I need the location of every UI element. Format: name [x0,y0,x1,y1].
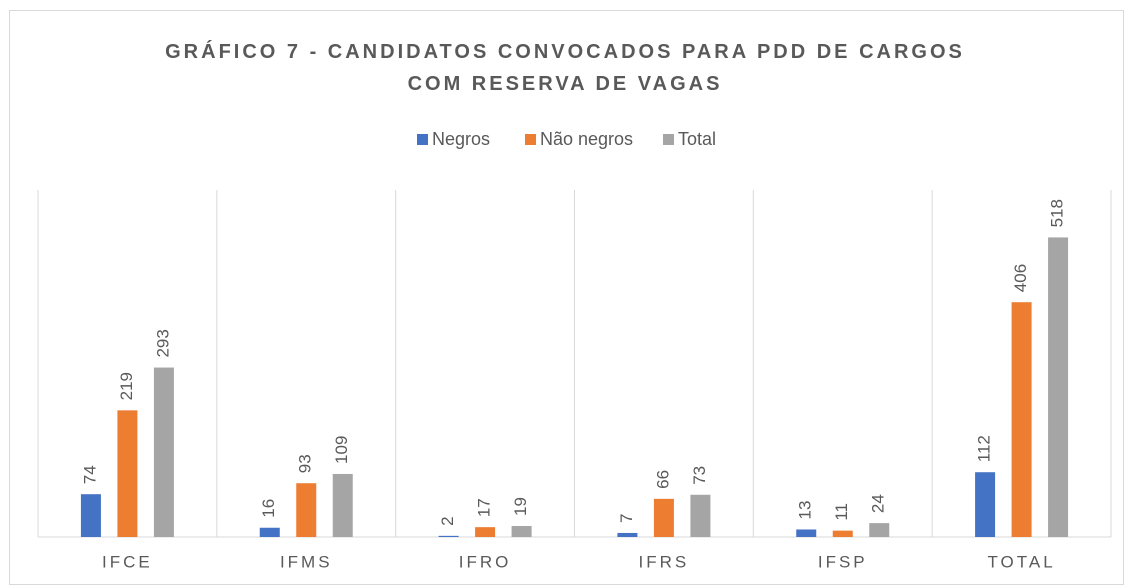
bar [975,472,996,537]
legend-swatch [417,134,428,145]
data-label: 219 [117,372,136,400]
chart-border [9,10,1124,585]
bar [80,494,101,537]
data-label: 24 [869,494,888,513]
bar [511,526,532,537]
bar [690,494,711,537]
bar [259,527,280,537]
data-label: 109 [332,436,351,464]
x-tick-label: TOTAL [987,552,1055,571]
legend-label: Negros [432,129,490,149]
data-label: 93 [296,454,315,473]
chart-title: GRÁFICO 7 - CANDIDATOS CONVOCADOS PARA P… [165,41,965,95]
x-tick-label: IFRO [459,552,512,571]
data-label: 406 [1011,264,1030,292]
bar [438,535,459,537]
bar [796,529,817,537]
data-label: 74 [80,465,99,484]
legend-swatch [525,134,536,145]
x-tick-label: IFMS [280,552,333,571]
data-label: 2 [438,516,457,525]
data-label: 17 [475,498,494,517]
data-label: 13 [796,501,815,520]
legend-label: Total [678,129,716,149]
bar [153,367,174,537]
data-label: 293 [153,329,172,357]
x-tick-label: IFCE [102,552,153,571]
bar [617,532,638,537]
data-label: 73 [690,466,709,485]
bar [475,527,496,537]
data-label: 112 [975,435,994,462]
data-label: 7 [617,513,636,522]
bar [117,410,138,537]
data-label: 518 [1048,199,1067,227]
x-tick-label: IFSP [818,552,868,571]
legend-swatch [663,134,674,145]
data-label: 16 [259,499,278,518]
bar [869,523,890,537]
legend-label: Não negros [540,129,633,149]
bar [332,473,353,537]
x-tick-label: IFRS [639,552,690,571]
data-label: 66 [653,470,672,489]
data-label: 11 [832,503,851,521]
bar [1011,302,1032,537]
bar [653,498,674,537]
bar [832,530,853,537]
bar [296,483,317,537]
bar [1048,237,1069,537]
data-label: 19 [511,497,530,516]
